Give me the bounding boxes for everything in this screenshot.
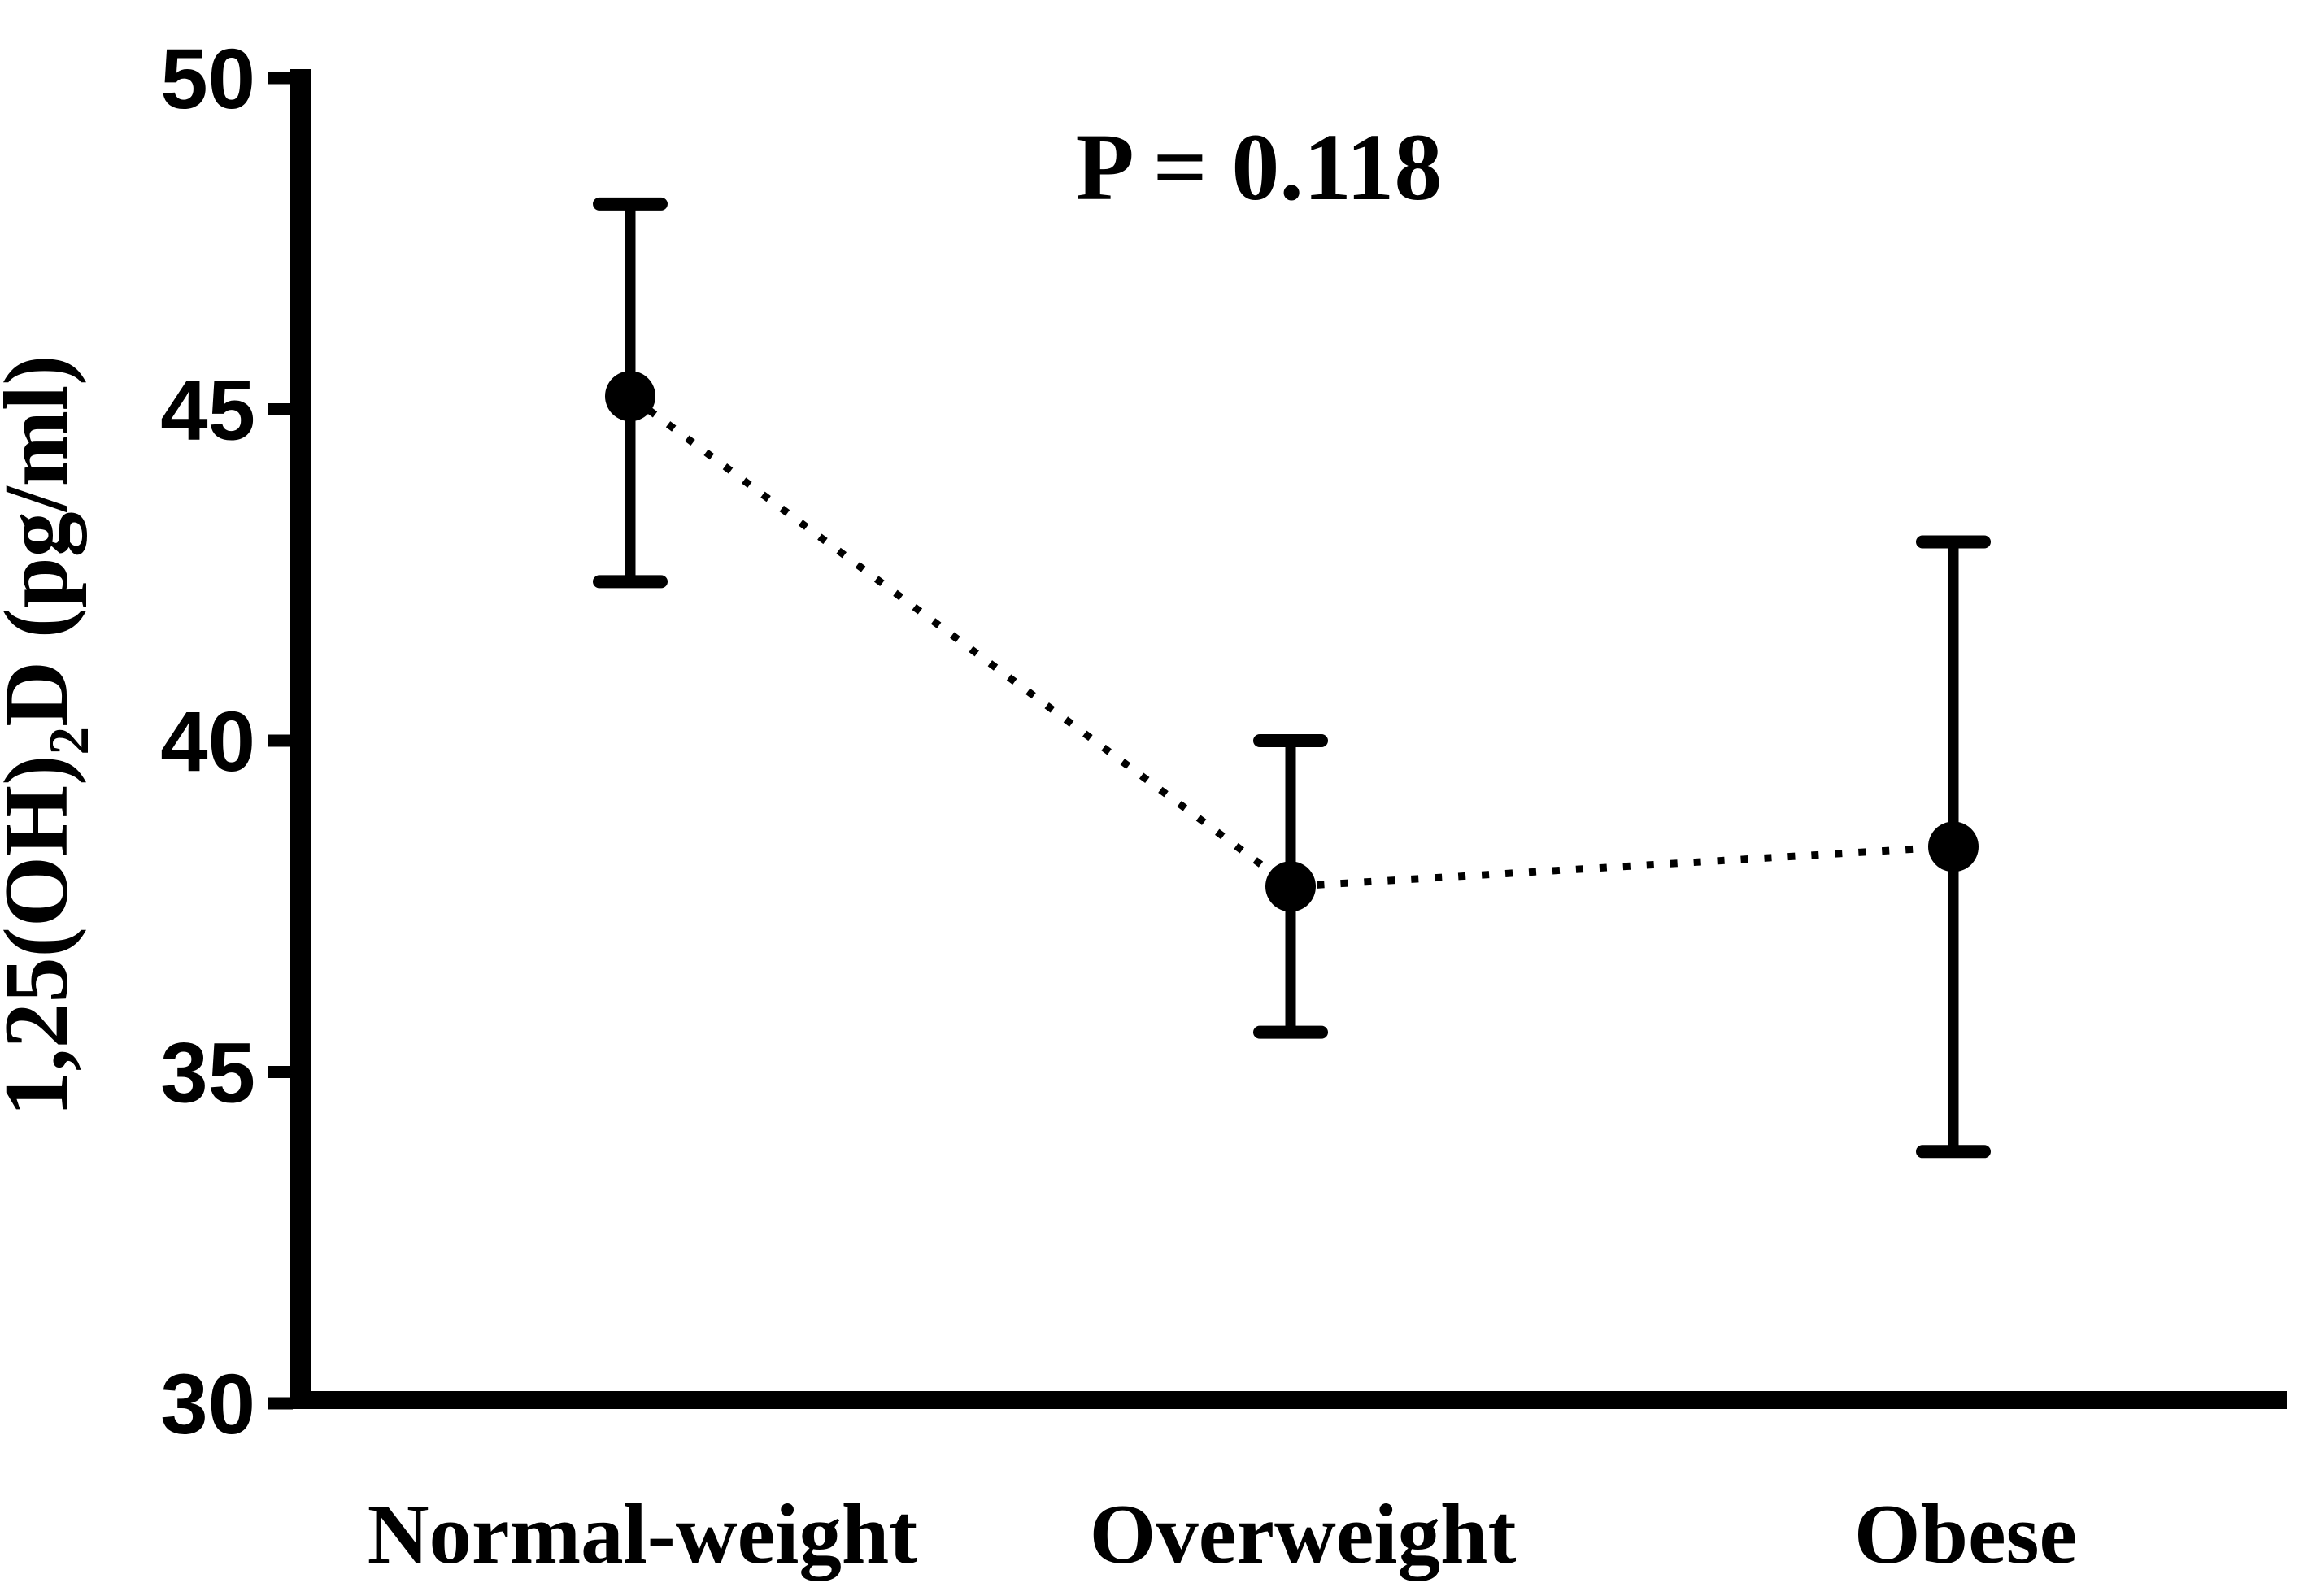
- x-axis-line: [290, 1391, 2287, 1409]
- y-axis-title-suffix: D (pg/ml): [0, 355, 87, 727]
- y-axis-line: [290, 69, 311, 1409]
- x-axis-label-obese: Obese: [1854, 1486, 2077, 1581]
- marker-overweight: [1265, 861, 1316, 912]
- y-axis-tick-label-35: 35: [160, 1026, 255, 1121]
- p-value-annotation: P = 0.118: [1076, 114, 1443, 220]
- x-axis-label-overweight: Overweight: [1090, 1486, 1517, 1581]
- y-axis-title: 1,25(OH)2D (pg/ml): [0, 355, 101, 1117]
- x-axis-label-normal-weight: Normal-weight: [368, 1486, 918, 1581]
- y-axis-title-subscript: 2: [38, 727, 101, 755]
- y-axis-tick-label-45: 45: [160, 363, 255, 459]
- x-axis-category-labels: Normal-weight Overweight Obese: [368, 1486, 2077, 1581]
- marker-normal-weight: [605, 371, 655, 422]
- y-axis-tick-label-30: 30: [160, 1357, 255, 1452]
- y-axis-tick-label-40: 40: [160, 694, 255, 789]
- y-axis-ticks: 50 45 40 35 30: [160, 32, 293, 1452]
- y-axis-title-prefix: 1,25(OH): [0, 755, 87, 1117]
- marker-obese: [1928, 821, 1979, 872]
- data-series: [593, 197, 1991, 1159]
- y-axis-tick-label-50: 50: [160, 32, 255, 127]
